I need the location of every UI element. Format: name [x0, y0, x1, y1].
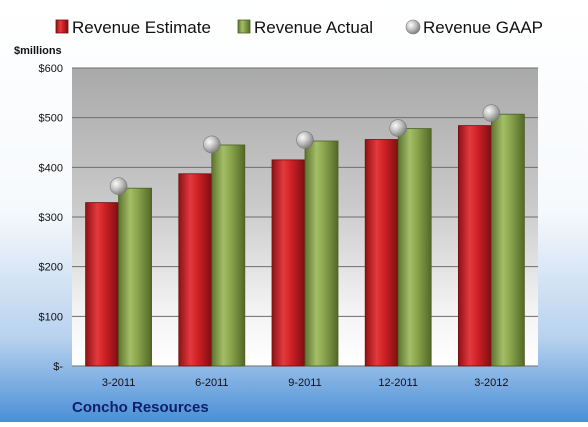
company-label: Concho Resources [72, 399, 209, 416]
legend-label-1: Revenue Actual [254, 18, 373, 37]
bar-revenue-actual-0 [118, 187, 152, 367]
bar-revenue-estimate-2 [271, 159, 306, 367]
gaap-points [109, 104, 501, 196]
y-tick-label-3: $300 [39, 212, 63, 224]
y-tick-label-5: $500 [39, 113, 63, 125]
point-revenue-gaap-1 [203, 135, 221, 154]
point-revenue-gaap-2 [296, 131, 314, 149]
legend-swatch-0 [55, 19, 69, 34]
legend-swatch-1 [237, 19, 251, 34]
bar-revenue-actual-4 [490, 113, 525, 367]
legend-label-2: Revenue GAAP [423, 18, 543, 37]
bar-revenue-estimate-0 [85, 202, 119, 367]
y-tick-label-1: $100 [39, 311, 63, 323]
legend-label-0: Revenue Estimate [72, 18, 211, 37]
x-tick-label-1: 6-2011 [195, 377, 228, 389]
y-tick-label-0: $- [53, 361, 63, 373]
point-revenue-gaap-3 [389, 119, 408, 137]
legend: Revenue Estimate Revenue Actual Revenue GA… [55, 18, 543, 37]
bar-revenue-actual-3 [397, 128, 432, 367]
y-axis: $- $100 $200 $300 $400 $500 $600 [39, 63, 64, 373]
bar-revenue-actual-2 [304, 140, 339, 367]
x-tick-label-4: 3-2012 [474, 377, 508, 389]
x-tick-label-0: 3-2011 [102, 377, 135, 389]
x-axis: 3-2011 6-2011 9-2011 12-2011 3-2012 [102, 377, 509, 389]
bar-revenue-estimate-1 [178, 173, 213, 367]
legend-swatch-2 [405, 19, 421, 35]
bars [85, 113, 525, 367]
y-tick-label-2: $200 [39, 262, 63, 274]
x-tick-label-3: 12-2011 [378, 377, 418, 389]
bar-revenue-estimate-3 [364, 139, 399, 367]
y-tick-label-4: $400 [39, 162, 63, 174]
bar-revenue-estimate-4 [457, 125, 492, 367]
bar-revenue-actual-1 [211, 144, 246, 367]
point-revenue-gaap-0 [109, 177, 128, 196]
point-revenue-gaap-4 [482, 104, 501, 122]
y-tick-label-6: $600 [39, 63, 63, 75]
x-tick-label-2: 9-2011 [288, 377, 321, 389]
y-axis-label: $millions [14, 45, 62, 57]
